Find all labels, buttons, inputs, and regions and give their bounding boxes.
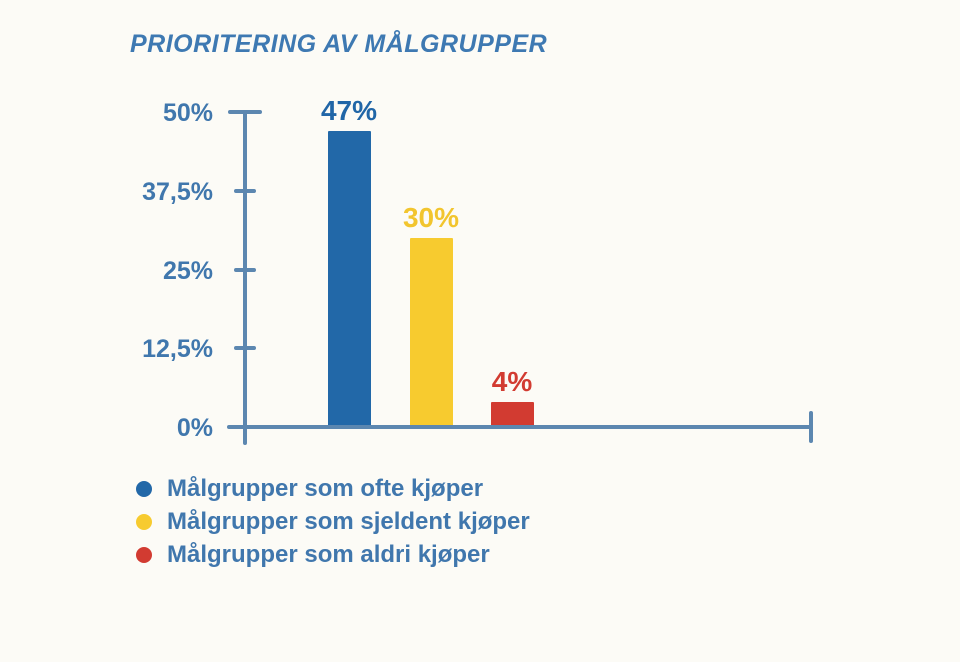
legend-dot-icon bbox=[136, 546, 152, 563]
bar-value-label-1: 47% bbox=[320, 95, 378, 126]
chart-title: PRIORITERING AV MÅLGRUPPER bbox=[130, 30, 548, 58]
y-axis-tick-label: 37,5% bbox=[142, 177, 213, 206]
x-axis-end-cap bbox=[809, 411, 813, 443]
bar-2 bbox=[409, 238, 453, 427]
legend-dot-icon bbox=[136, 480, 152, 497]
bar-3 bbox=[490, 402, 534, 427]
x-axis-line bbox=[227, 425, 813, 429]
y-axis-tick bbox=[234, 267, 256, 272]
bar-value-label-2: 30% bbox=[402, 202, 460, 233]
legend-row-1: Målgrupper som ofte kjøper bbox=[136, 472, 530, 505]
legend-label: Målgrupper som ofte kjøper bbox=[167, 474, 484, 502]
legend-row-2: Målgrupper som sjeldent kjøper bbox=[136, 505, 530, 538]
y-axis-tick-label: 12,5% bbox=[142, 335, 213, 364]
legend-label: Målgrupper som aldri kjøper bbox=[167, 540, 490, 568]
bar-1 bbox=[327, 131, 371, 427]
legend-row-3: Målgrupper som aldri kjøper bbox=[136, 538, 530, 571]
y-axis-line bbox=[243, 112, 247, 445]
y-axis-tick bbox=[234, 188, 256, 193]
bar-value-label-3: 4% bbox=[491, 366, 533, 397]
y-axis-tick bbox=[234, 346, 256, 351]
y-axis-tick-label: 25% bbox=[162, 256, 213, 285]
legend-label: Målgrupper som sjeldent kjøper bbox=[167, 507, 530, 535]
legend: Målgrupper som ofte kjøper Målgrupper som… bbox=[136, 472, 530, 571]
legend-dot-icon bbox=[136, 513, 152, 530]
y-axis-tick-label: 0% bbox=[176, 414, 213, 442]
y-axis-tick-label: 50% bbox=[162, 99, 213, 127]
